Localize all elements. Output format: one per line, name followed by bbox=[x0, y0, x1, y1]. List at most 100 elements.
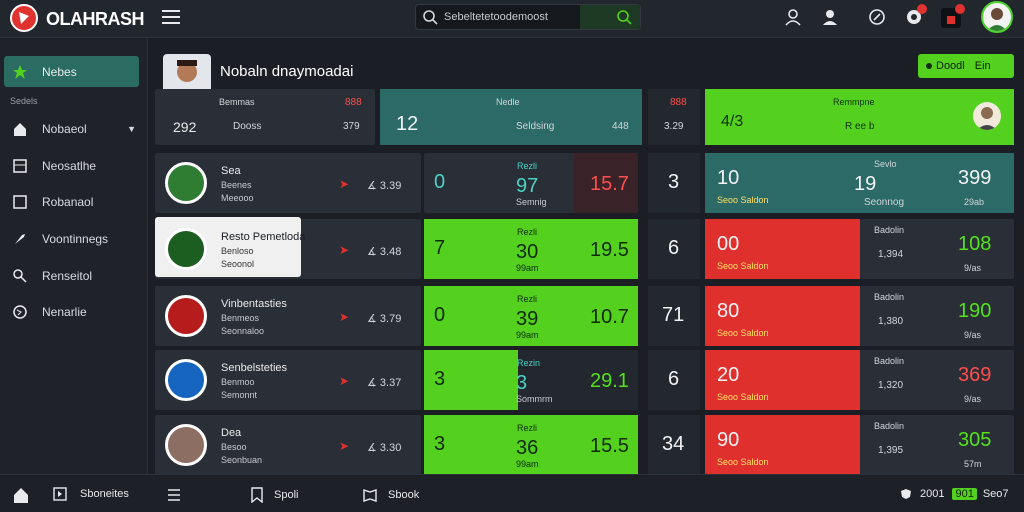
detail-big: 19 bbox=[854, 173, 877, 195]
team-crest-icon bbox=[165, 228, 207, 270]
match-row[interactable]: Vinbentasties Benmeos Seonnaloo ➤ ∡ 3.79 bbox=[155, 286, 421, 346]
team-name: Vinbentasties bbox=[221, 298, 287, 310]
team-name: Sea bbox=[221, 165, 241, 177]
summary-red-value: 888 bbox=[345, 97, 362, 108]
search-bar[interactable]: Sebeltetetoodemoost bbox=[415, 4, 641, 30]
tab-spoli[interactable]: Spoli bbox=[250, 487, 298, 503]
search-button[interactable] bbox=[580, 5, 640, 29]
sidebar-item-label: Voontinnegs bbox=[42, 232, 109, 246]
avatar[interactable] bbox=[981, 1, 1013, 33]
right-card[interactable]: 80 Seoo Saldon bbox=[705, 286, 860, 346]
menu-icon[interactable] bbox=[162, 10, 180, 24]
user-icon[interactable] bbox=[784, 8, 802, 26]
team-sub1: Benmeos bbox=[221, 313, 260, 323]
list-icon[interactable] bbox=[166, 487, 182, 503]
sidebar-item-search[interactable]: Renseitol bbox=[12, 264, 142, 288]
stat-panel-dark bbox=[518, 350, 638, 410]
right-card-sub: Seoo Saldon bbox=[717, 457, 769, 467]
tab-sbook[interactable]: Sbook bbox=[362, 487, 419, 503]
play-icon bbox=[53, 487, 67, 501]
search-icon bbox=[423, 10, 438, 25]
stat-c-panel bbox=[574, 153, 638, 213]
alert-icon[interactable] bbox=[941, 4, 965, 28]
trend-down-icon: ➤ bbox=[339, 439, 350, 453]
table-icon bbox=[13, 159, 27, 173]
detail-right-big: 369 bbox=[958, 364, 992, 386]
chevron-down-icon: ▼ bbox=[127, 124, 136, 134]
team-sub1: Besoo bbox=[221, 442, 247, 452]
stat-c: 15.5 bbox=[590, 435, 629, 457]
rank-value: 34 bbox=[662, 433, 685, 455]
action-button[interactable]: Doodl Ein bbox=[918, 54, 1014, 78]
home-icon[interactable] bbox=[12, 486, 30, 504]
sidebar-item-document[interactable]: Robanaol bbox=[12, 190, 142, 214]
right-card[interactable]: 20 Seoo Saldon bbox=[705, 350, 860, 410]
profile-icon[interactable] bbox=[821, 8, 839, 26]
team-name: Resto Pemetloda bbox=[221, 231, 306, 243]
stat-a: 0 bbox=[434, 304, 446, 326]
stat-a: 3 bbox=[434, 368, 446, 390]
detail-right-sub: 57m bbox=[964, 459, 982, 469]
stat-c: 29.1 bbox=[590, 370, 629, 392]
right-card-detail: Badolin 1,320 369 9/as bbox=[860, 350, 1014, 410]
rank-panel: 6 bbox=[648, 219, 700, 279]
logo-icon[interactable] bbox=[10, 4, 38, 32]
page-title: Nobaln dnaymoadai bbox=[220, 63, 354, 80]
stat-head: Rezli bbox=[517, 227, 538, 237]
right-card-big: 20 bbox=[717, 364, 740, 386]
detail-head: Badolin bbox=[874, 421, 905, 431]
dot-icon bbox=[926, 63, 932, 69]
app-title[interactable]: OLAHRASH bbox=[46, 9, 145, 29]
match-row[interactable]: Resto Pemetloda Benloso Seoonol ➤ ∡ 3.48 bbox=[155, 217, 421, 279]
detail-sub: 1,395 bbox=[878, 445, 904, 456]
summary-mid-panel: 888 3.29 bbox=[648, 89, 700, 145]
notification-icon[interactable] bbox=[905, 4, 927, 26]
team-sub1: Benloso bbox=[221, 246, 254, 256]
team-sub2: Meeooo bbox=[221, 193, 254, 203]
mid-red: 888 bbox=[670, 97, 687, 108]
right-card[interactable]: 00 Seoo Saldon bbox=[705, 219, 860, 279]
stat-head: Rezli bbox=[517, 294, 538, 304]
stat-panel: 3 bbox=[424, 350, 518, 410]
stat-b: 30 bbox=[516, 241, 539, 263]
sidebar-item-active[interactable]: Nebes bbox=[4, 56, 139, 87]
team-sub1: Benmoo bbox=[221, 377, 255, 387]
search-input[interactable]: Sebeltetetoodemoost bbox=[444, 11, 548, 23]
settings-icon[interactable] bbox=[868, 8, 886, 26]
team-change: ∡ 3.39 bbox=[367, 180, 402, 192]
detail-sub: 1,320 bbox=[878, 380, 904, 391]
rank-panel: 34 bbox=[648, 415, 700, 475]
bottom-nav-left[interactable]: Sboneites bbox=[52, 486, 129, 502]
rank-value: 3 bbox=[668, 171, 680, 193]
sidebar-item-home[interactable]: Nobaeol ▼ bbox=[12, 117, 142, 141]
match-row[interactable]: Senbelsteties Benmoo Semonnt ➤ ∡ 3.37 bbox=[155, 350, 421, 410]
sidebar-item-table[interactable]: Neosatlhe bbox=[12, 154, 142, 178]
stat-a: 0 bbox=[434, 171, 446, 193]
stat-c: 10.7 bbox=[590, 306, 629, 328]
right-card-big: 80 bbox=[717, 300, 740, 322]
detail-right-sub: 9/as bbox=[964, 330, 982, 340]
sidebar-item-globe[interactable]: Nenarlie bbox=[12, 300, 142, 324]
right-card-detail: Badolin 1,380 190 9/as bbox=[860, 286, 1014, 346]
book-icon bbox=[363, 489, 377, 502]
detail-right-sub: 9/as bbox=[964, 263, 982, 273]
trend-down-icon: ➤ bbox=[339, 243, 350, 257]
summary-sub: Dooss bbox=[233, 121, 262, 132]
sidebar-item-rocket[interactable]: Voontinnegs bbox=[12, 227, 142, 251]
right-card-big: 00 bbox=[717, 233, 740, 255]
right-card-sub: Seoo Saldon bbox=[717, 195, 769, 205]
stat-panel: 0 bbox=[424, 286, 638, 346]
detail-head: Sevlo bbox=[874, 159, 897, 169]
right-card[interactable]: 10 Seoo Saldon bbox=[705, 153, 860, 213]
detail-head: Badolin bbox=[874, 225, 905, 235]
bottom-status: 2001 901 Seo7 bbox=[900, 488, 1009, 500]
rank-panel: 71 bbox=[648, 286, 700, 346]
sidebar-item-label: Renseitol bbox=[42, 269, 93, 283]
detail-head: Badolin bbox=[874, 356, 905, 366]
match-row[interactable]: Sea Beenes Meeooo ➤ ∡ 3.39 bbox=[155, 153, 421, 213]
match-row[interactable]: Dea Besoo Seonbuan ➤ ∡ 3.30 bbox=[155, 415, 421, 475]
right-card[interactable]: 90 Seoo Saldon bbox=[705, 415, 860, 475]
shield-icon bbox=[901, 489, 911, 499]
rank-panel: 3 bbox=[648, 153, 700, 213]
stat-panel: 3 bbox=[424, 415, 638, 475]
